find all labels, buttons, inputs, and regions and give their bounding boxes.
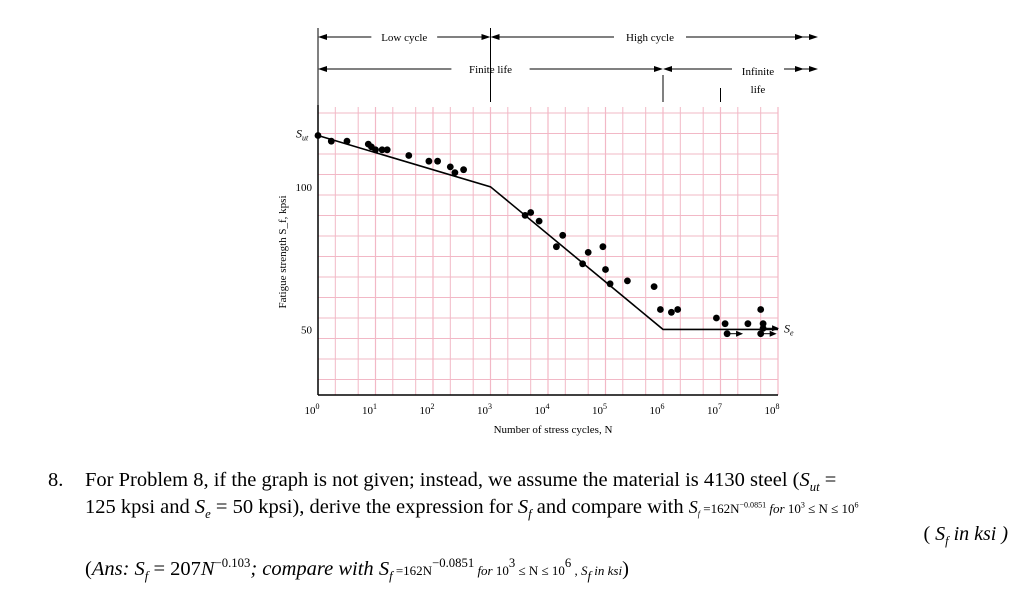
x-tick-label: 100	[305, 402, 320, 417]
data-point	[650, 283, 658, 290]
data-point	[584, 249, 592, 256]
region-arrow-left	[663, 66, 672, 72]
data-point	[425, 157, 433, 165]
region-arrow-right	[809, 66, 818, 72]
region-label: Low cycle	[381, 32, 427, 44]
sn-fit-line	[317, 134, 778, 331]
x-tick-label: 108	[765, 402, 780, 417]
region-label: life	[751, 84, 766, 96]
sut-label: Sut	[296, 127, 309, 143]
runout-arrow-head	[772, 325, 780, 332]
data-point	[343, 137, 351, 145]
data-point	[314, 132, 322, 139]
data-point	[327, 137, 335, 145]
region-arrow-left	[318, 66, 327, 72]
x-tick-label: 105	[592, 402, 607, 417]
y-tick-label: 100	[296, 182, 313, 194]
chart-axes	[317, 105, 778, 396]
data-point	[624, 277, 631, 285]
y-tick-label: 50	[301, 324, 313, 336]
problem-number: 8.	[48, 469, 64, 491]
data-point	[378, 146, 386, 154]
compare-equation: Sf =162N−0.0851 for 103 ≤ N ≤ 106	[688, 497, 859, 519]
data-point	[713, 314, 720, 322]
data-point	[405, 152, 413, 159]
region-arrow-right	[481, 34, 491, 40]
chart-labels: 100 101 102 103 104 105 106 107 108 100 50 Sut Se Num…	[277, 127, 794, 436]
region-arrow-right	[809, 34, 818, 40]
region-label-bg	[614, 29, 686, 43]
data-point	[451, 169, 459, 177]
data-point	[521, 212, 529, 219]
unit-note: ( Sf in ksi )	[923, 523, 1008, 548]
data-point	[559, 231, 567, 239]
data-point	[446, 163, 454, 171]
runout-point	[757, 330, 765, 338]
data-points	[314, 132, 780, 338]
runout-arrow-head	[736, 330, 744, 337]
data-point	[602, 266, 609, 273]
data-point	[527, 209, 535, 216]
data-point	[744, 320, 752, 328]
region-arrow-right-double	[795, 34, 804, 40]
data-point	[674, 306, 682, 313]
data-point	[606, 280, 614, 288]
data-point	[721, 320, 729, 328]
region-label-bg	[371, 29, 438, 43]
x-tick-label: 102	[420, 402, 435, 417]
data-point	[553, 243, 560, 251]
x-tick-label: 103	[477, 402, 492, 417]
data-point	[372, 146, 379, 154]
region-arrow-right-double	[795, 66, 804, 72]
region-label: Infinite	[742, 66, 774, 78]
x-axis-title: Number of stress cycles, N	[494, 424, 613, 436]
problem-text: For Problem 8, if the graph is not given…	[85, 469, 859, 522]
data-point	[460, 166, 467, 174]
data-point	[657, 306, 664, 313]
y-axis-title: Fatigue strength S_f, kpsi	[277, 195, 289, 308]
data-point	[757, 306, 765, 313]
x-tick-label: 104	[535, 402, 550, 417]
region-arrow-right	[654, 66, 663, 72]
x-tick-label: 107	[707, 402, 722, 417]
x-tick-label: 101	[362, 402, 377, 417]
data-point	[579, 260, 586, 268]
se-label: Se	[784, 321, 794, 337]
data-point	[668, 308, 675, 316]
region-arrow-left	[490, 34, 500, 40]
region-label: High cycle	[626, 32, 674, 44]
data-point	[535, 217, 543, 225]
runout-arrow-head	[769, 330, 777, 337]
data-point	[434, 157, 441, 165]
x-tick-label: 106	[650, 402, 665, 417]
fit-line-group	[317, 134, 778, 331]
region-arrow-left	[318, 34, 327, 40]
data-point	[383, 146, 391, 154]
runout-point	[759, 324, 767, 332]
answer-line: (Ans: Sf = 207N−0.103; compare with Sf =…	[85, 556, 629, 584]
chart-grid	[318, 107, 779, 395]
runout-point	[723, 330, 731, 338]
region-label-bg	[732, 59, 784, 95]
data-point	[599, 243, 607, 251]
